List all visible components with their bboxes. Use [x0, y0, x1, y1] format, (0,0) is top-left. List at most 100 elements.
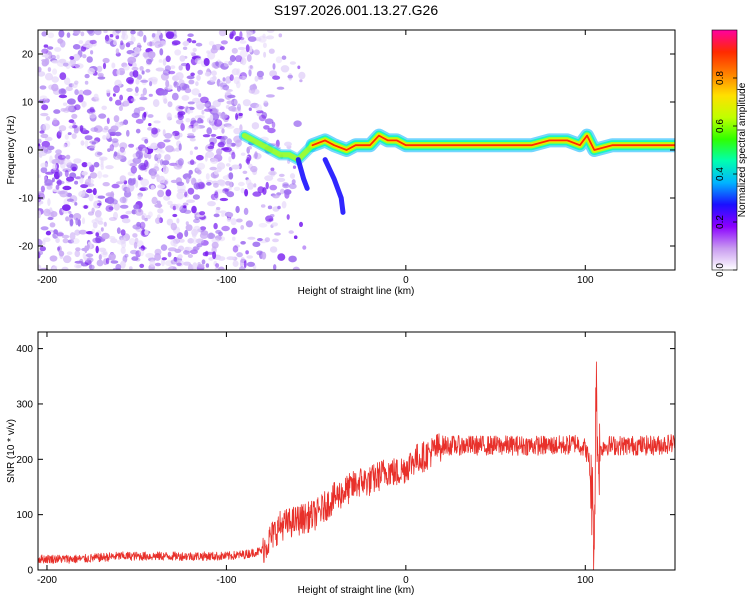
- spectrogram-cell: [213, 213, 220, 218]
- colorbar-scale: [711, 29, 738, 271]
- spectrogram-cell: [223, 188, 230, 192]
- spectrogram-cell: [253, 49, 260, 56]
- spectrogram-cell: [176, 191, 184, 200]
- spectrogram-cell: [144, 217, 148, 222]
- spectrogram-cell: [225, 105, 230, 109]
- spectrogram-cell: [272, 75, 281, 80]
- spectrogram-cell: [293, 120, 302, 127]
- spectrogram-cell: [79, 176, 84, 184]
- spectrogram-cell: [127, 56, 137, 64]
- spectrogram-cell: [80, 45, 87, 52]
- spectrogram-cell: [194, 146, 199, 150]
- spectrogram-cell: [139, 96, 148, 101]
- spectrogram-cell: [58, 88, 67, 96]
- spectrogram-cell: [135, 78, 140, 85]
- spectrogram-cell: [102, 135, 107, 140]
- spectrogram-cell: [253, 183, 257, 188]
- spectrogram-cell: [50, 211, 58, 218]
- spectrogram-cell: [239, 31, 243, 39]
- spectrogram-cell: [203, 58, 210, 66]
- spectrogram-cell: [93, 125, 103, 133]
- spectrogram-cell: [170, 65, 176, 69]
- spectrogram-cell: [131, 112, 140, 119]
- spectrogram-cell: [255, 103, 262, 112]
- spectrogram-cell: [120, 260, 126, 269]
- spectrogram-cell: [162, 129, 166, 137]
- spectrogram-cell: [256, 110, 264, 114]
- spectrogram-cell: [191, 40, 197, 44]
- spectrogram-cell: [226, 125, 235, 129]
- spectrogram-cell: [120, 40, 124, 46]
- spectrogram-cell: [74, 250, 81, 258]
- spectrogram-cell: [82, 89, 92, 96]
- spectrogram-cell: [88, 264, 95, 270]
- spectrogram-cell: [120, 246, 126, 254]
- spectrogram-cell: [39, 194, 45, 201]
- spectrogram-cell: [95, 232, 99, 237]
- spectrogram-cell: [41, 48, 49, 54]
- spectrogram-cell: [177, 113, 184, 121]
- spectrogram-cell: [150, 142, 158, 150]
- spectrogram-cell: [232, 260, 239, 268]
- spectrogram-cell: [273, 264, 277, 270]
- spectrogram-cell: [130, 165, 137, 174]
- spectrogram-cell: [44, 179, 53, 186]
- spectrogram-cell: [51, 177, 55, 183]
- spectrogram-cell: [118, 105, 123, 111]
- spectrogram-cell: [187, 264, 194, 270]
- spectrogram-cell: [95, 96, 100, 102]
- spectrogram-cell: [132, 233, 138, 238]
- spectrogram-cell: [80, 31, 85, 37]
- spectrogram-cell: [77, 219, 81, 227]
- spectrogram-cell: [287, 74, 294, 79]
- spectrogram-cell: [152, 78, 158, 85]
- spectrogram-cell: [47, 32, 55, 39]
- spectrogram-cell: [201, 259, 206, 265]
- spectrogram-cell: [57, 38, 64, 44]
- spectrogram-cell: [49, 222, 56, 228]
- spectrogram-cell: [106, 117, 110, 125]
- spectrogram-cell: [86, 244, 90, 250]
- spectrogram-cell: [144, 159, 149, 168]
- spectrogram-cell: [69, 56, 75, 60]
- spectrogram-cell: [146, 58, 152, 65]
- spectrogram-cell: [177, 158, 184, 166]
- spectrogram-cell: [111, 138, 119, 143]
- spectrogram-cell: [41, 140, 51, 148]
- spectrogram-cell: [92, 237, 102, 244]
- spectrogram-cell: [185, 62, 191, 71]
- spectrogram-cell: [173, 30, 177, 37]
- spectrogram-cell: [227, 94, 236, 99]
- spectrogram-cell: [240, 257, 245, 262]
- spectrogram-cell: [122, 195, 128, 204]
- spectrogram-cell: [219, 210, 227, 214]
- spectrogram-cell: [56, 232, 64, 237]
- spectrogram-cell: [205, 173, 210, 180]
- spectrogram-cell: [165, 189, 172, 197]
- snr-x-tick-label: 100: [577, 575, 594, 586]
- snr-y-tick-label: 400: [16, 344, 33, 355]
- spectrogram-cell: [242, 170, 248, 174]
- spectrogram-cell: [93, 200, 100, 209]
- spectrogram-cell: [62, 62, 69, 67]
- spectrogram-cell: [175, 119, 184, 125]
- spectrogram-cell: [232, 236, 236, 241]
- spectrogram-cell: [85, 253, 94, 258]
- spectrogram-cell: [192, 47, 197, 53]
- spectrogram-cell: [222, 84, 230, 91]
- spectrogram-cell: [52, 163, 57, 171]
- spectrogram-cell: [213, 222, 218, 230]
- spectrogram-cell: [226, 142, 232, 148]
- spectrogram-cell: [74, 229, 81, 236]
- spectrogram-cell: [233, 186, 241, 191]
- spectrogram-cell: [44, 72, 54, 81]
- spectrogram-cell: [263, 100, 268, 104]
- spectrogram-cell: [65, 154, 71, 160]
- spectrogram-cell: [213, 170, 219, 175]
- spectrogram-cell: [55, 184, 60, 190]
- spectrogram-cell: [217, 98, 225, 103]
- spectrogram-cell: [289, 61, 296, 65]
- spectrogram-cell: [151, 127, 158, 135]
- spectrogram-cell: [55, 237, 60, 244]
- spectrogram-cell: [66, 176, 75, 182]
